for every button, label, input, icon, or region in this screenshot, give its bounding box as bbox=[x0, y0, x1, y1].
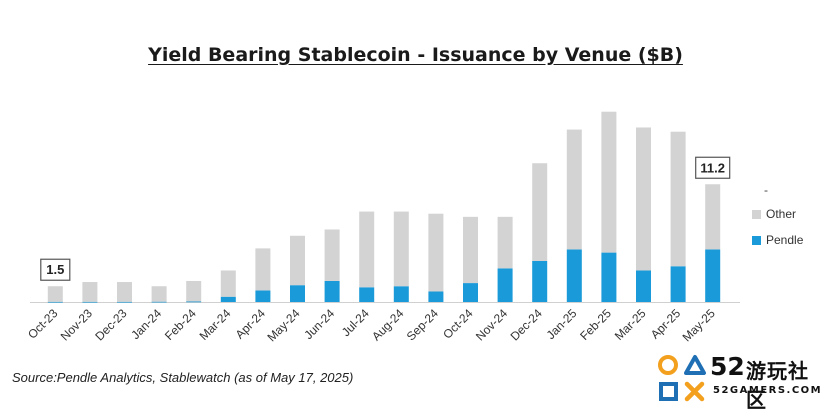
data-label: 1.5 bbox=[46, 262, 64, 277]
x-tick-label: Apr-25 bbox=[648, 306, 684, 342]
bar-pendle-oct-23 bbox=[47, 301, 63, 303]
bar-other-jun-24 bbox=[324, 229, 340, 281]
bar-pendle-dec-24 bbox=[532, 261, 548, 302]
x-tick-label: Jan-24 bbox=[128, 306, 164, 342]
x-tick-label: May-25 bbox=[680, 306, 718, 344]
bar-other-may-25 bbox=[705, 184, 721, 250]
legend-label-other: Other bbox=[766, 207, 797, 221]
bar-pendle-jun-24 bbox=[324, 280, 340, 302]
legend: - Other Pendle bbox=[752, 183, 803, 253]
bar-other-jan-25 bbox=[566, 129, 582, 250]
x-tick-label: Apr-24 bbox=[233, 306, 269, 342]
bar-other-may-24 bbox=[290, 235, 305, 286]
watermark-chinese: 游玩社区 bbox=[746, 359, 809, 412]
bar-other-sep-24 bbox=[428, 213, 444, 292]
bar-pendle-nov-24 bbox=[497, 268, 513, 302]
x-tick-label: Dec-24 bbox=[508, 306, 545, 343]
game-controls-icon bbox=[656, 352, 708, 404]
x-tick-label: Aug-24 bbox=[369, 306, 406, 343]
data-label-box bbox=[695, 156, 731, 179]
bar-pendle-jan-25 bbox=[566, 249, 582, 302]
bar-other-aug-24 bbox=[393, 211, 409, 287]
x-tick-label: Oct-24 bbox=[440, 306, 476, 342]
bar-other-feb-25 bbox=[601, 111, 617, 253]
bar-pendle-mar-24 bbox=[220, 296, 236, 302]
data-label-box bbox=[40, 258, 71, 281]
bar-pendle-aug-24 bbox=[393, 286, 409, 302]
bar-pendle-jul-24 bbox=[359, 287, 375, 302]
bar-pendle-nov-23 bbox=[82, 301, 98, 303]
x-tick-label: Jan-25 bbox=[544, 306, 580, 342]
x-tick-label: Jun-24 bbox=[301, 306, 337, 342]
watermark-number: 52 bbox=[710, 352, 745, 381]
x-tick-label: Sep-24 bbox=[404, 306, 441, 343]
legend-entry-dash: - bbox=[764, 183, 768, 197]
bar-other-nov-23 bbox=[82, 282, 98, 302]
bar-other-jan-24 bbox=[151, 286, 167, 302]
chart-title: Yield Bearing Stablecoin - Issuance by V… bbox=[148, 44, 683, 66]
data-label: 11.2 bbox=[700, 160, 725, 175]
x-tick-label: Dec-23 bbox=[92, 306, 129, 343]
source-note: Source:Pendle Analytics, Stablewatch (as… bbox=[12, 370, 354, 385]
bar-other-oct-24 bbox=[463, 216, 478, 284]
x-tick-label: May-24 bbox=[264, 306, 302, 344]
bar-other-mar-24 bbox=[220, 270, 236, 297]
legend-entry-pendle: Pendle bbox=[752, 227, 803, 253]
bar-pendle-may-24 bbox=[290, 285, 305, 302]
x-tick-label: Mar-25 bbox=[612, 306, 649, 343]
watermark-url: 52GAMERS.COM bbox=[713, 385, 823, 396]
bar-pendle-dec-23 bbox=[117, 301, 132, 303]
legend-swatch-other bbox=[752, 209, 761, 219]
bar-other-mar-25 bbox=[636, 127, 651, 271]
bar-other-oct-23 bbox=[47, 286, 63, 302]
bar-other-apr-24 bbox=[255, 248, 271, 291]
bar-pendle-feb-24 bbox=[186, 301, 202, 303]
x-tick-label: Jul-24 bbox=[339, 306, 372, 339]
legend-entry-other: Other bbox=[752, 201, 803, 227]
bar-other-jul-24 bbox=[359, 211, 375, 288]
bar-other-dec-23 bbox=[117, 282, 132, 302]
watermark-logo: 52 游玩社区 52GAMERS.COM bbox=[656, 350, 828, 412]
x-tick-label: Mar-24 bbox=[197, 306, 234, 343]
x-tick-label: Nov-23 bbox=[58, 306, 95, 343]
bar-other-feb-24 bbox=[186, 280, 202, 302]
legend-swatch-pendle bbox=[752, 235, 761, 245]
bar-pendle-apr-25 bbox=[670, 266, 686, 302]
bar-pendle-oct-24 bbox=[463, 283, 478, 302]
x-tick-label: Feb-25 bbox=[577, 306, 614, 343]
bar-other-nov-24 bbox=[497, 216, 513, 269]
bar-pendle-apr-24 bbox=[255, 290, 271, 302]
bar-pendle-sep-24 bbox=[428, 291, 444, 302]
bar-pendle-jan-24 bbox=[151, 301, 167, 303]
x-tick-label: Oct-23 bbox=[25, 306, 61, 342]
bar-pendle-mar-25 bbox=[636, 270, 651, 302]
x-tick-label: Nov-24 bbox=[473, 306, 510, 343]
bar-other-dec-24 bbox=[532, 163, 548, 261]
bar-pendle-feb-25 bbox=[601, 252, 617, 302]
bar-pendle-may-25 bbox=[705, 249, 721, 302]
bar-other-apr-25 bbox=[670, 131, 686, 267]
legend-label-pendle: Pendle bbox=[766, 233, 804, 247]
x-tick-label: Feb-24 bbox=[162, 306, 199, 343]
